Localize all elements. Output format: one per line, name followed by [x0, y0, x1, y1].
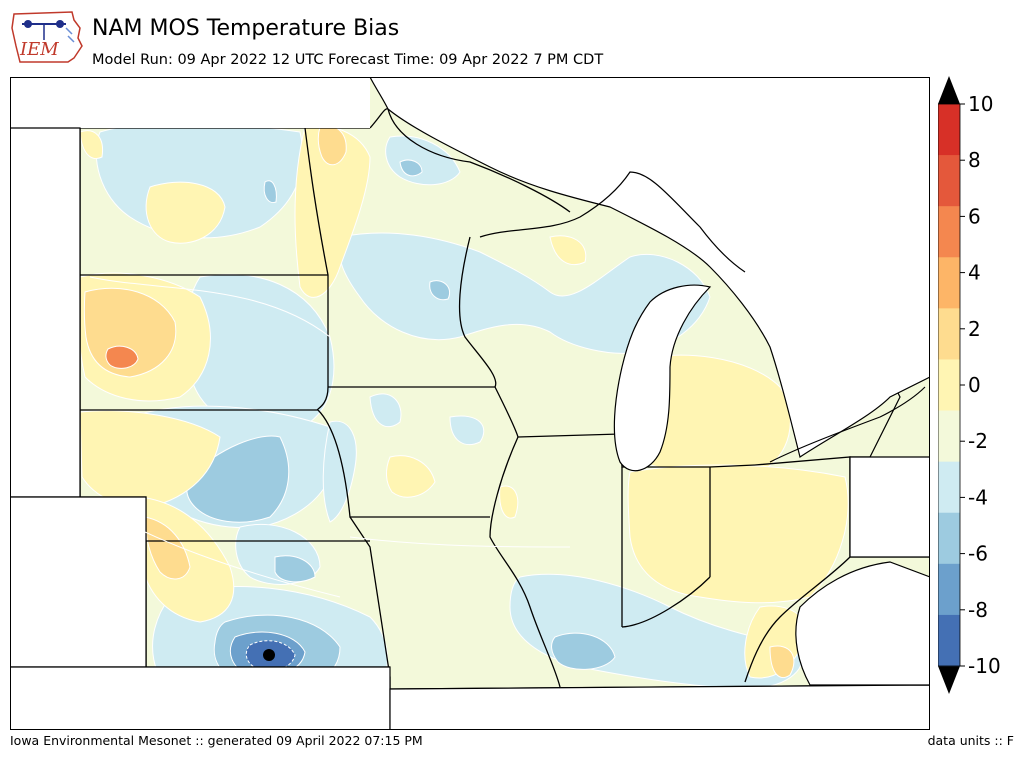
map-title: NAM MOS Temperature Bias — [92, 16, 400, 41]
temperature-bias-map — [10, 77, 930, 730]
colorbar-tick-label: -2 — [968, 429, 988, 453]
colorbar: 10 8 6 4 2 0 -2 -4 -6 -8 -10 — [937, 76, 1024, 696]
colorbar-band — [938, 257, 960, 309]
colorbar-band — [938, 155, 960, 207]
footer-units: data units :: F — [927, 733, 1014, 748]
colorbar-max-arrow — [938, 76, 960, 104]
colorbar-tick-label: 8 — [968, 148, 981, 172]
colorbar-min-arrow — [938, 666, 960, 694]
colorbar-band — [938, 359, 960, 412]
colorbar-band — [938, 614, 960, 667]
logo-text: IEM — [19, 39, 59, 60]
colorbar-tick-label: -10 — [968, 654, 1001, 678]
colorbar-tick-label: 6 — [968, 204, 981, 228]
colorbar-band — [938, 512, 960, 565]
colorbar-band — [938, 410, 960, 463]
colorbar-tick-label: -8 — [968, 598, 988, 622]
colorbar-band — [938, 308, 960, 360]
colorbar-tick-label: 4 — [968, 261, 981, 285]
colorbar-band — [938, 563, 960, 616]
colorbar-band — [938, 206, 960, 258]
footer-credit: Iowa Environmental Mesonet :: generated … — [10, 733, 423, 748]
colorbar-band — [938, 104, 960, 156]
colorbar-band — [938, 461, 960, 514]
map-subtitle: Model Run: 09 Apr 2022 12 UTC Forecast T… — [92, 52, 604, 68]
colorbar-tick-label: 0 — [968, 373, 981, 397]
colorbar-tick-label: 2 — [968, 317, 981, 341]
iem-logo: IEM — [8, 6, 86, 68]
colorbar-tick-label: 10 — [968, 92, 993, 116]
extreme-bias-marker — [263, 649, 275, 661]
lake-michigan — [613, 284, 712, 472]
colorbar-tick-label: -6 — [968, 542, 988, 566]
colorbar-tick-label: -4 — [968, 485, 988, 509]
